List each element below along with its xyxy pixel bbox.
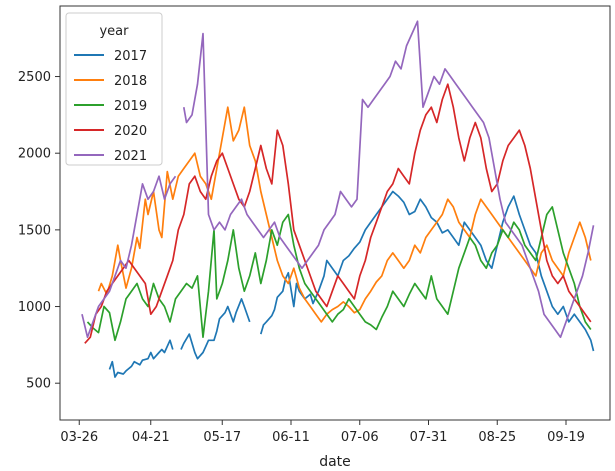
legend-entry-2020: 2020	[74, 124, 147, 139]
x-tick-label: 09-19	[547, 430, 585, 445]
y-tick-label: 1000	[18, 300, 51, 315]
x-tick-label: 07-31	[410, 430, 448, 445]
legend: year 2017 2018 2019 2020 2021	[65, 12, 163, 166]
legend-entry-2021: 2021	[74, 149, 147, 164]
series-line-2021	[81, 175, 177, 339]
x-tick-label: 05-17	[203, 430, 241, 445]
series-line-2017	[108, 339, 174, 378]
legend-label: 2020	[114, 124, 147, 139]
legend-label: 2017	[114, 49, 147, 64]
x-tick-label: 07-06	[341, 430, 379, 445]
legend-label: 2019	[114, 99, 147, 114]
series-line-2018	[97, 106, 592, 323]
series-line-2021	[182, 20, 595, 339]
legend-entry-2018: 2018	[74, 74, 147, 89]
y-tick-label: 500	[26, 377, 51, 392]
y-tick-label: 2500	[18, 70, 51, 85]
series-2020	[84, 83, 592, 344]
x-axis-label: date	[319, 454, 351, 470]
series-layer	[81, 20, 595, 378]
series-2019	[86, 206, 592, 342]
series-2017	[108, 190, 595, 378]
series-2018	[97, 106, 592, 323]
y-tick-label: 2000	[18, 147, 51, 162]
x-tick-label: 04-21	[132, 430, 170, 445]
legend-label: 2018	[114, 74, 147, 89]
series-line-2017	[180, 298, 251, 360]
y-tick-label: 1500	[18, 223, 51, 238]
series-line-2020	[84, 83, 592, 344]
legend-entry-2019: 2019	[74, 99, 147, 114]
legend-title: year	[99, 24, 129, 39]
series-line-2017	[259, 190, 595, 352]
y-axis: 500 1000 1500 2000 2500	[18, 70, 60, 392]
x-tick-label: 08-25	[478, 430, 516, 445]
legend-box	[65, 12, 163, 166]
series-2021	[81, 20, 595, 339]
legend-label: 2021	[114, 149, 147, 164]
series-line-2019	[86, 206, 592, 342]
plot-area-frame	[59, 5, 611, 421]
x-tick-label: 03-26	[60, 430, 98, 445]
x-tick-label: 06-11	[272, 430, 310, 445]
x-axis: 03-26 04-21 05-17 06-11 07-06 07-31 08-25 09-19	[60, 420, 585, 445]
legend-entries: 2017 2018 2019 2020 2021	[74, 49, 147, 164]
legend-entry-2017: 2017	[74, 49, 147, 64]
